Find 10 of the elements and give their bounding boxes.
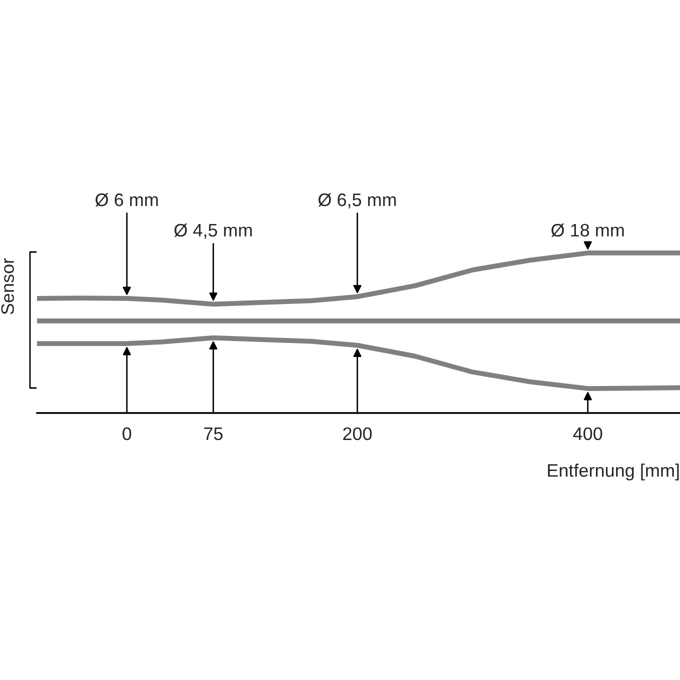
- annotation: Ø 6,5 mm: [318, 193, 396, 208]
- x-tick-label: 200: [343, 427, 372, 440]
- annotation: Ø 4,5 mm: [174, 224, 252, 239]
- x-tick-label: 75: [204, 428, 223, 440]
- annotation: Ø 6 mm: [95, 193, 158, 206]
- y-axis-title: Sensor: [1, 258, 14, 314]
- x-tick-label: 0: [122, 427, 132, 440]
- annotation: Ø 18 mm: [551, 224, 624, 237]
- x-tick-label: 400: [573, 427, 602, 440]
- x-axis-title: Entfernung [mm]: [548, 464, 679, 480]
